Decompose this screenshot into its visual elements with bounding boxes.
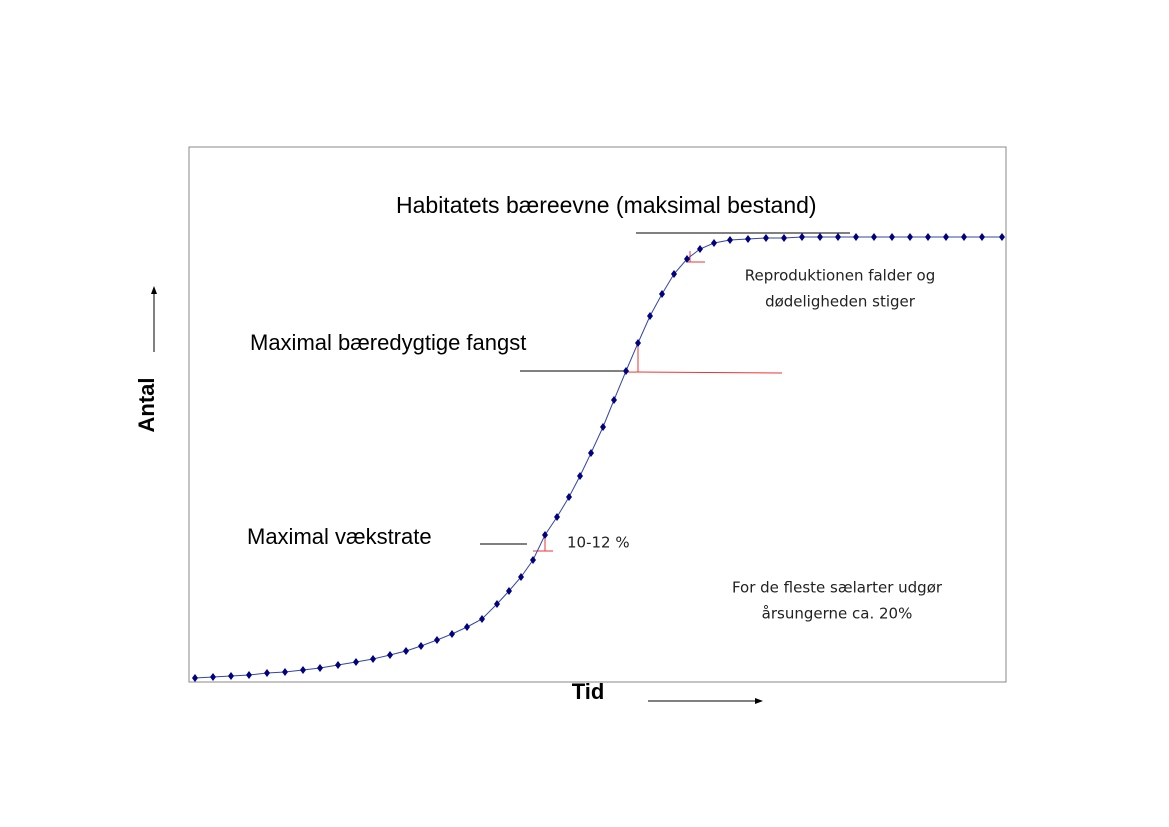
annotation: 10-12 % xyxy=(567,534,630,552)
data-point xyxy=(530,556,536,564)
data-point xyxy=(671,270,677,278)
annotation: Maximal bæredygtige fangst xyxy=(250,330,526,355)
data-point xyxy=(635,339,641,347)
data-point xyxy=(781,234,787,242)
data-point xyxy=(210,673,216,681)
data-point xyxy=(697,245,703,253)
data-point xyxy=(300,666,306,674)
data-point xyxy=(871,233,877,241)
data-point xyxy=(449,630,455,638)
plot-area xyxy=(188,146,1007,683)
x-axis-label: Tid xyxy=(572,679,605,704)
data-point xyxy=(925,233,931,241)
data-point xyxy=(999,233,1005,241)
annotation: dødeligheden stiger xyxy=(765,293,916,311)
data-point xyxy=(494,600,500,608)
annotation: årsungerne ca. 20% xyxy=(762,605,913,623)
data-point xyxy=(623,367,629,375)
data-point xyxy=(799,233,805,241)
data-point xyxy=(479,615,485,623)
data-point xyxy=(907,233,913,241)
data-point xyxy=(353,658,359,666)
data-point xyxy=(684,255,690,263)
annotation: Reproduktionen falder og xyxy=(745,267,936,285)
data-point xyxy=(745,235,751,243)
annotation: For de fleste sælarter udgør xyxy=(732,579,943,597)
data-point xyxy=(518,573,524,581)
data-point xyxy=(542,531,548,539)
data-point xyxy=(588,449,594,457)
data-point xyxy=(659,290,665,298)
data-point xyxy=(600,423,606,431)
y-axis-label: Antal xyxy=(134,378,159,433)
axis-arrow-head xyxy=(755,698,763,704)
data-point xyxy=(228,672,234,680)
data-point xyxy=(370,655,376,663)
data-point xyxy=(403,647,409,655)
data-point xyxy=(464,623,470,631)
data-point xyxy=(246,671,252,679)
data-point xyxy=(192,674,198,682)
data-point xyxy=(264,669,270,677)
data-point xyxy=(506,587,512,595)
annotation: Habitatets bæreevne (maksimal bestand) xyxy=(396,192,817,218)
data-point xyxy=(961,233,967,241)
axis-arrow-head xyxy=(151,286,157,294)
data-point xyxy=(611,396,617,404)
data-point xyxy=(817,233,823,241)
data-point xyxy=(647,312,653,320)
tangent-mark xyxy=(625,371,783,374)
data-point xyxy=(943,233,949,241)
data-point xyxy=(853,233,859,241)
data-point xyxy=(577,472,583,480)
data-point xyxy=(418,642,424,650)
data-point xyxy=(727,236,733,244)
data-point xyxy=(979,233,985,241)
annotation: Maximal vækstrate xyxy=(247,524,432,549)
data-point xyxy=(763,234,769,242)
data-point xyxy=(335,661,341,669)
data-point xyxy=(282,668,288,676)
data-point xyxy=(387,651,393,659)
data-point xyxy=(835,233,841,241)
data-point xyxy=(711,239,717,247)
data-point xyxy=(317,664,323,672)
data-point xyxy=(889,233,895,241)
data-point xyxy=(434,636,440,644)
data-point xyxy=(566,493,572,501)
data-point xyxy=(554,513,560,521)
